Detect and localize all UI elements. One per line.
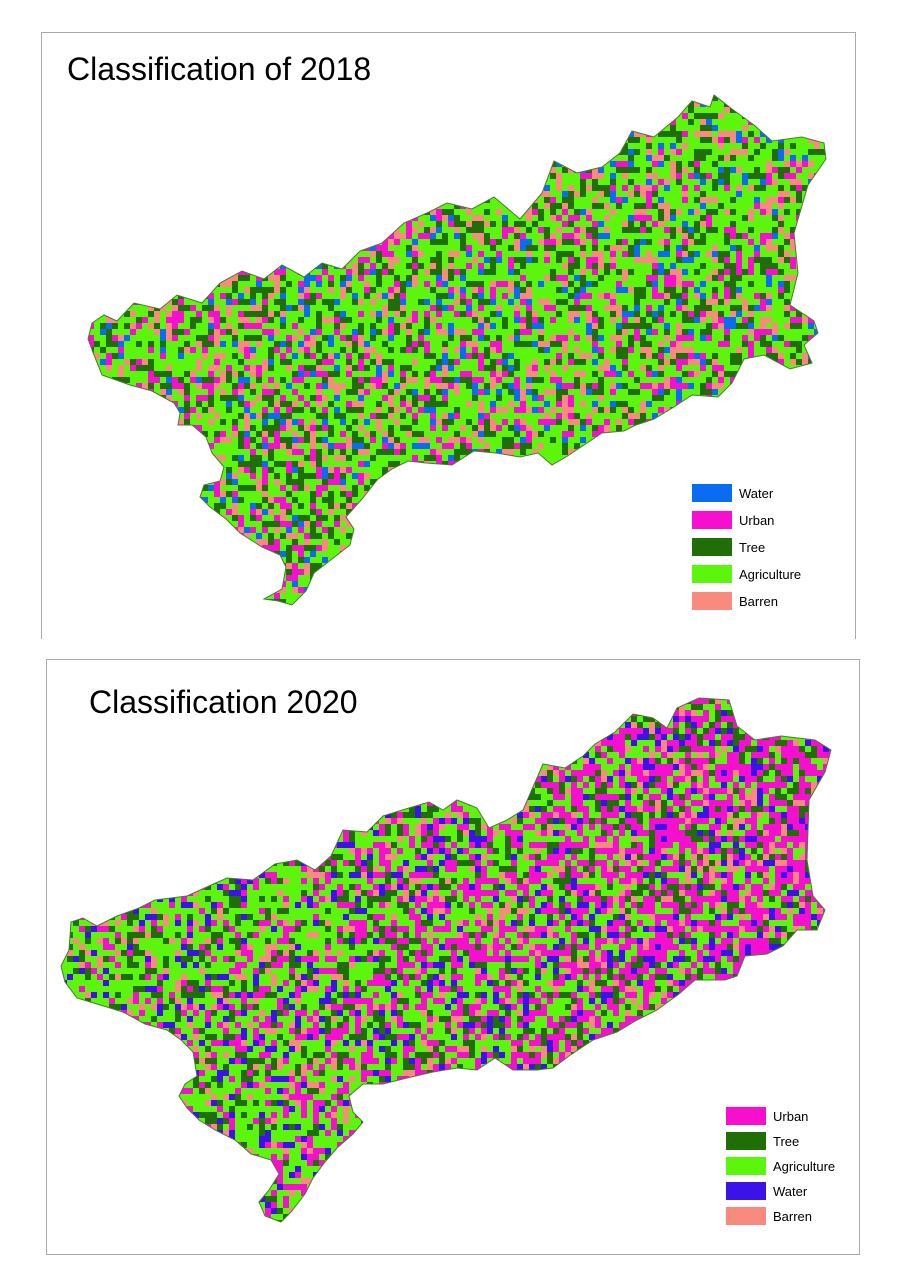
legend-label: Urban xyxy=(773,1109,808,1124)
region-boundary xyxy=(87,94,827,606)
legend-swatch xyxy=(692,484,732,502)
map-panel-2018: Classification of 2018 Water Urban Tree … xyxy=(41,32,856,639)
legend-swatch xyxy=(726,1207,766,1225)
legend-label: Barren xyxy=(773,1209,812,1224)
legend-swatch xyxy=(692,565,732,583)
legend-label: Urban xyxy=(739,513,774,528)
land-cover-raster xyxy=(61,698,831,1222)
legend-label: Tree xyxy=(739,540,765,555)
region-boundary xyxy=(60,697,832,1223)
legend-swatch xyxy=(726,1132,766,1150)
legend-label: Tree xyxy=(773,1134,799,1149)
legend-label: Water xyxy=(773,1184,807,1199)
legend-swatch xyxy=(726,1157,766,1175)
legend-label: Agriculture xyxy=(773,1159,835,1174)
legend-swatch xyxy=(726,1107,766,1125)
map-panel-2020: Classification 2020 Urban Tree Agricultu… xyxy=(46,659,860,1255)
map-title: Classification 2020 xyxy=(89,684,358,721)
legend-label: Agriculture xyxy=(739,567,801,582)
legend-label: Water xyxy=(739,486,773,501)
legend-swatch xyxy=(726,1182,766,1200)
legend-swatch xyxy=(692,538,732,556)
legend-label: Barren xyxy=(739,594,778,609)
map-title: Classification of 2018 xyxy=(67,51,371,88)
legend-swatch xyxy=(692,511,732,529)
classification-map-2018 xyxy=(87,94,827,606)
legend-swatch xyxy=(692,592,732,610)
